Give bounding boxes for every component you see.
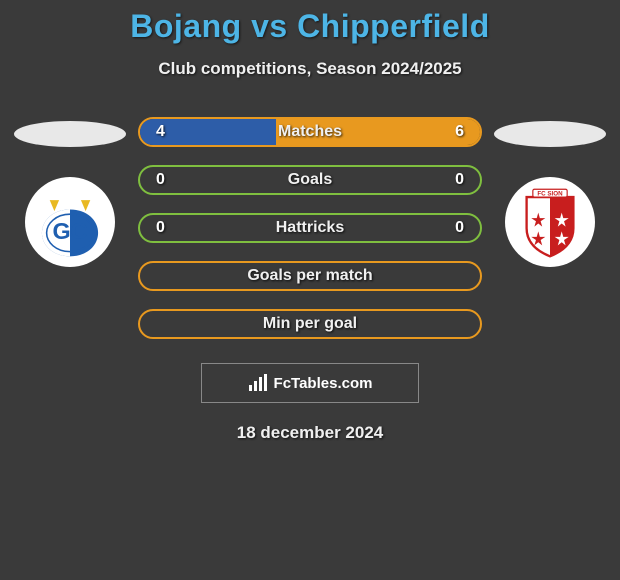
stat-value-right: 0 xyxy=(455,171,464,189)
player-left-silhouette xyxy=(14,121,126,147)
player-right-column: FC SION xyxy=(490,117,610,267)
stats-column: 4 6 Matches 0 0 Goals 0 0 Hattricks Goals per mat… xyxy=(138,117,482,339)
player-left-column: GC xyxy=(10,117,130,267)
stat-value-right: 0 xyxy=(455,219,464,237)
club-badge-left: GC xyxy=(25,177,115,267)
stat-value-left: 0 xyxy=(156,171,165,189)
stat-bar: Min per goal xyxy=(138,309,482,339)
date-line: 18 december 2024 xyxy=(0,423,620,443)
svg-text:FC SION: FC SION xyxy=(537,190,563,197)
stat-label: Goals per match xyxy=(247,267,372,285)
comparison-card: Bojang vs Chipperfield Club competitions… xyxy=(0,0,620,443)
main-row: GC 4 6 Matches 0 0 Goals 0 0 Hattricks Goals per … xyxy=(0,117,620,339)
player-right-silhouette xyxy=(494,121,606,147)
stat-label: Hattricks xyxy=(276,219,344,237)
stat-value-left: 0 xyxy=(156,219,165,237)
grasshoppers-logo-icon: GC xyxy=(31,183,109,261)
chart-bars-icon xyxy=(248,373,268,393)
svg-text:GC: GC xyxy=(52,218,87,244)
club-badge-right: FC SION xyxy=(505,177,595,267)
stat-bar: 0 0 Goals xyxy=(138,165,482,195)
stat-bar: 0 0 Hattricks xyxy=(138,213,482,243)
page-subtitle: Club competitions, Season 2024/2025 xyxy=(0,59,620,79)
stat-label: Goals xyxy=(288,171,332,189)
stat-bar: Goals per match xyxy=(138,261,482,291)
stat-bar: 4 6 Matches xyxy=(138,117,482,147)
stat-label: Matches xyxy=(278,123,342,141)
fc-sion-logo-icon: FC SION xyxy=(511,183,589,261)
attribution-box[interactable]: FcTables.com xyxy=(201,363,419,403)
page-title: Bojang vs Chipperfield xyxy=(0,8,620,45)
attribution-text: FcTables.com xyxy=(274,375,373,392)
stat-value-right: 6 xyxy=(455,123,464,141)
stat-value-left: 4 xyxy=(156,123,165,141)
stat-label: Min per goal xyxy=(263,315,357,333)
